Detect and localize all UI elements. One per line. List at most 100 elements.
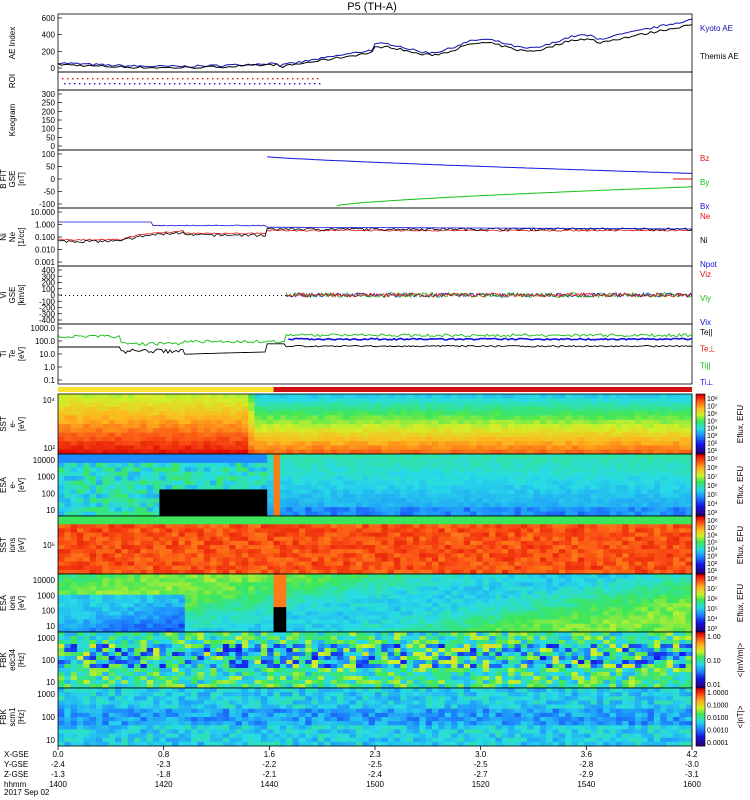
spectro-cell bbox=[197, 428, 205, 433]
spectro-cell bbox=[191, 615, 198, 620]
spectro-cell bbox=[260, 467, 268, 473]
roi-dot bbox=[69, 83, 71, 85]
spectro-cell bbox=[178, 454, 186, 459]
spectro-cell bbox=[305, 436, 312, 442]
spectro-cell bbox=[324, 458, 332, 464]
spectro-cell bbox=[311, 536, 319, 542]
spectro-cell bbox=[286, 520, 293, 525]
spectro-cell bbox=[647, 545, 655, 550]
spectro-cell bbox=[311, 489, 319, 495]
spectro-cell bbox=[355, 436, 363, 442]
spectro-cell bbox=[647, 561, 655, 567]
spectro-cell bbox=[400, 561, 408, 567]
spectro-cell bbox=[444, 467, 452, 473]
spectro-cell bbox=[501, 458, 509, 464]
spectro-cell bbox=[127, 398, 135, 403]
spectro-cell bbox=[197, 603, 205, 608]
spectro-cell bbox=[520, 471, 528, 477]
spectro-cell bbox=[172, 398, 179, 403]
spectro-cell bbox=[165, 549, 173, 554]
spectro-cell bbox=[539, 493, 547, 499]
spectro-cell bbox=[146, 480, 154, 486]
spectro-cell bbox=[197, 432, 205, 438]
spectro-cell bbox=[127, 471, 135, 477]
spectro-cell bbox=[248, 411, 255, 416]
spectro-cell bbox=[115, 594, 122, 600]
spectro-cell bbox=[584, 415, 591, 421]
spectro-cell bbox=[172, 627, 179, 633]
roi-dot bbox=[297, 78, 299, 80]
spectro-cell bbox=[552, 507, 560, 512]
spectro-cell bbox=[102, 540, 110, 546]
spectro-cell bbox=[153, 449, 160, 455]
spectro-cell bbox=[508, 524, 515, 529]
spectro-cell bbox=[672, 480, 680, 486]
spectro-cell bbox=[577, 569, 585, 575]
spectro-cell bbox=[565, 449, 572, 455]
colorbar-cell bbox=[696, 402, 705, 405]
spectro-cell bbox=[609, 507, 617, 512]
spectro-cell bbox=[336, 480, 344, 486]
spectro-cell bbox=[355, 553, 363, 558]
spectro-cell bbox=[70, 436, 78, 442]
spectro-cell bbox=[413, 471, 420, 477]
spectro-cell bbox=[419, 520, 427, 525]
spectro-cell bbox=[546, 445, 553, 451]
spectro-cell bbox=[641, 565, 649, 571]
spectro-cell bbox=[70, 471, 78, 477]
roi-dot bbox=[97, 78, 99, 80]
spectro-cell bbox=[381, 458, 389, 464]
spectro-cell bbox=[305, 445, 312, 451]
spectro-cell bbox=[279, 489, 287, 495]
spectro-cell bbox=[565, 569, 572, 575]
spectro-cell bbox=[222, 553, 230, 558]
spectro-cell bbox=[77, 436, 84, 442]
spectro-cell bbox=[235, 520, 243, 525]
spectro-cell bbox=[565, 454, 572, 459]
spectro-cell bbox=[590, 569, 598, 575]
spectro-cell bbox=[260, 441, 268, 446]
spectro-cell bbox=[438, 502, 446, 508]
spectro-cell bbox=[336, 436, 344, 442]
spectro-cell bbox=[571, 485, 579, 490]
spectro-cell bbox=[584, 449, 591, 455]
spectro-cell bbox=[565, 545, 572, 550]
spectro-cell bbox=[622, 561, 629, 567]
spectro-cell bbox=[222, 489, 230, 495]
spectro-cell bbox=[165, 528, 173, 533]
spectro-cell bbox=[159, 553, 167, 558]
spectro-cell bbox=[362, 565, 370, 571]
spectro-cell bbox=[311, 507, 319, 512]
spectro-cell bbox=[400, 428, 408, 433]
spectro-cell bbox=[336, 458, 344, 464]
spectro-cell bbox=[248, 419, 255, 425]
spectro-cell bbox=[463, 493, 471, 499]
spectro-cell bbox=[165, 394, 173, 399]
spectro-cell bbox=[596, 511, 604, 517]
spectro-cell bbox=[96, 480, 103, 486]
spectro-cell bbox=[596, 520, 604, 525]
spectro-cell bbox=[355, 406, 363, 412]
spectro-cell bbox=[355, 415, 363, 421]
spectro-cell bbox=[349, 561, 357, 567]
spectro-cell bbox=[70, 394, 78, 399]
spectro-cell bbox=[463, 476, 471, 481]
spectro-cell bbox=[470, 516, 477, 521]
spectro-cell bbox=[672, 498, 680, 504]
spectro-cell bbox=[140, 467, 148, 473]
spectro-cell bbox=[140, 582, 148, 587]
spectro-cell bbox=[64, 467, 72, 473]
spectro-cell bbox=[546, 536, 553, 542]
roi-dot bbox=[314, 83, 316, 85]
roi-dot bbox=[209, 83, 211, 85]
spectro-cell bbox=[317, 516, 325, 521]
spectro-cell bbox=[660, 485, 668, 490]
spectro-cell bbox=[546, 402, 553, 408]
spectro-cell bbox=[438, 436, 446, 442]
spectro-cell bbox=[311, 458, 319, 464]
colorbar-tick: 10⁹ bbox=[707, 456, 718, 463]
spectro-cell bbox=[501, 436, 509, 442]
vel-dot bbox=[193, 295, 194, 296]
spectro-cell bbox=[330, 415, 338, 421]
spectro-cell bbox=[153, 619, 160, 625]
